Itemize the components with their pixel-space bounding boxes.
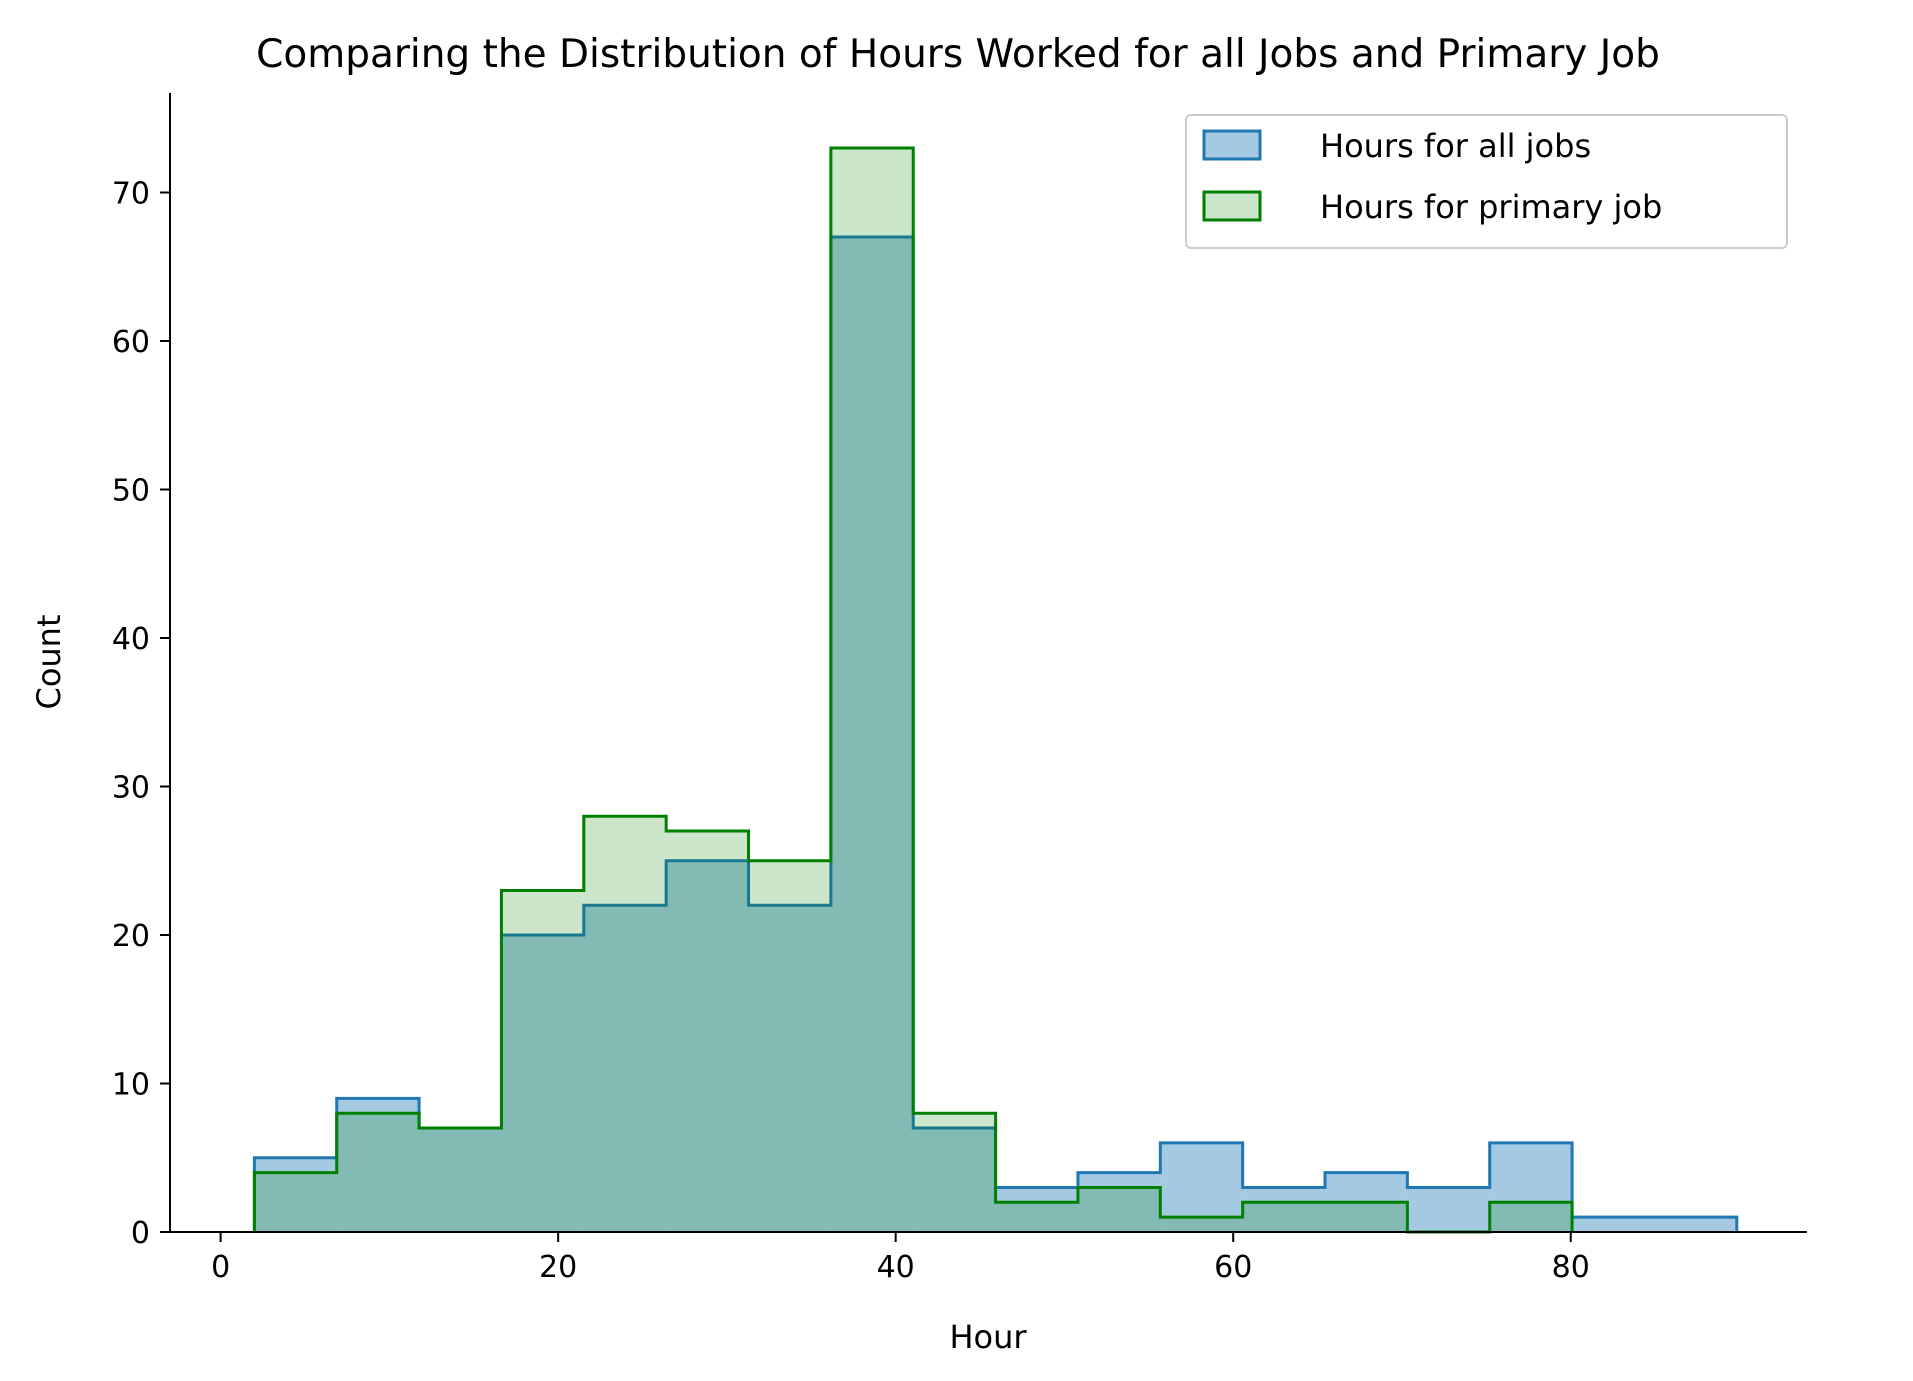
histogram-bin bbox=[1242, 1202, 1326, 1232]
histogram-bin bbox=[419, 1128, 502, 1232]
chart-title: Comparing the Distribution of Hours Work… bbox=[256, 32, 1660, 77]
series-outline bbox=[252, 235, 1739, 1232]
histogram-bin bbox=[336, 1098, 420, 1232]
histogram-bin bbox=[830, 147, 914, 1233]
histogram-bin bbox=[501, 934, 584, 1232]
histogram-bin bbox=[913, 1128, 996, 1232]
histogram-bin bbox=[666, 831, 749, 1232]
histogram-bin bbox=[419, 1128, 502, 1232]
histogram-bin bbox=[748, 905, 831, 1232]
y-tick-label: 40 bbox=[112, 622, 150, 657]
histogram-bin bbox=[1407, 1187, 1490, 1232]
x-tick-label: 40 bbox=[877, 1250, 915, 1285]
legend-items: Hours for all jobs Hours for primary job bbox=[1202, 127, 1662, 226]
legend-swatch-bg bbox=[1204, 192, 1260, 220]
y-tick-label: 60 bbox=[112, 325, 150, 360]
y-tick-label: 30 bbox=[112, 770, 150, 805]
x-axis-title: Hour bbox=[949, 1318, 1027, 1356]
histogram-bin bbox=[1489, 1142, 1573, 1232]
histogram-bin bbox=[254, 1172, 337, 1232]
y-tick-label: 10 bbox=[112, 1067, 150, 1102]
histogram-bin bbox=[748, 860, 831, 1232]
legend-frame bbox=[1185, 114, 1788, 249]
histogram-bin bbox=[1654, 1217, 1737, 1232]
x-tick-label: 20 bbox=[539, 1250, 577, 1285]
histogram-bin bbox=[1242, 1187, 1326, 1232]
y-axis-title: Count bbox=[30, 614, 68, 709]
series-outline bbox=[252, 146, 1574, 1234]
histogram-bin bbox=[830, 237, 914, 1232]
histogram-bin bbox=[1160, 1217, 1243, 1232]
histogram-bin bbox=[1489, 1202, 1573, 1232]
histogram-bin bbox=[583, 905, 667, 1232]
legend: Hours for all jobs Hours for primary job bbox=[1185, 114, 1788, 249]
y-tick-label: 20 bbox=[112, 919, 150, 954]
x-tick-label: 0 bbox=[211, 1250, 230, 1285]
histogram-bin bbox=[254, 1157, 337, 1232]
histogram-bin bbox=[913, 1113, 996, 1232]
histogram-bin bbox=[583, 816, 667, 1232]
histogram-bin bbox=[1077, 1172, 1161, 1232]
series-2 bbox=[252, 146, 1574, 1234]
series-layer bbox=[252, 146, 1739, 1234]
y-tick-label: 70 bbox=[112, 176, 150, 211]
x-tick-label: 80 bbox=[1552, 1250, 1590, 1285]
y-tick-label: 50 bbox=[112, 473, 150, 508]
histogram-bin bbox=[1325, 1202, 1408, 1232]
histogram-bin bbox=[1077, 1187, 1161, 1232]
y-tick-label: 0 bbox=[131, 1216, 150, 1251]
x-axis-ticks: 0 20 40 60 80 bbox=[211, 1232, 1590, 1285]
legend-label: Hours for primary job bbox=[1320, 188, 1662, 226]
histogram-bin bbox=[995, 1202, 1078, 1232]
legend-swatch-bg bbox=[1204, 131, 1260, 159]
series-1 bbox=[252, 235, 1739, 1232]
y-axis-ticks: 0 10 20 30 40 50 60 70 bbox=[112, 176, 170, 1251]
histogram-bin bbox=[995, 1187, 1078, 1232]
legend-swatch bbox=[1202, 129, 1262, 161]
legend-swatch bbox=[1202, 190, 1262, 222]
histogram-bin bbox=[336, 1113, 420, 1232]
x-tick-label: 60 bbox=[1214, 1250, 1252, 1285]
legend-label: Hours for all jobs bbox=[1320, 127, 1591, 165]
histogram-bin bbox=[666, 860, 749, 1232]
histogram-bin bbox=[1572, 1217, 1655, 1232]
histogram-bin bbox=[501, 890, 584, 1232]
